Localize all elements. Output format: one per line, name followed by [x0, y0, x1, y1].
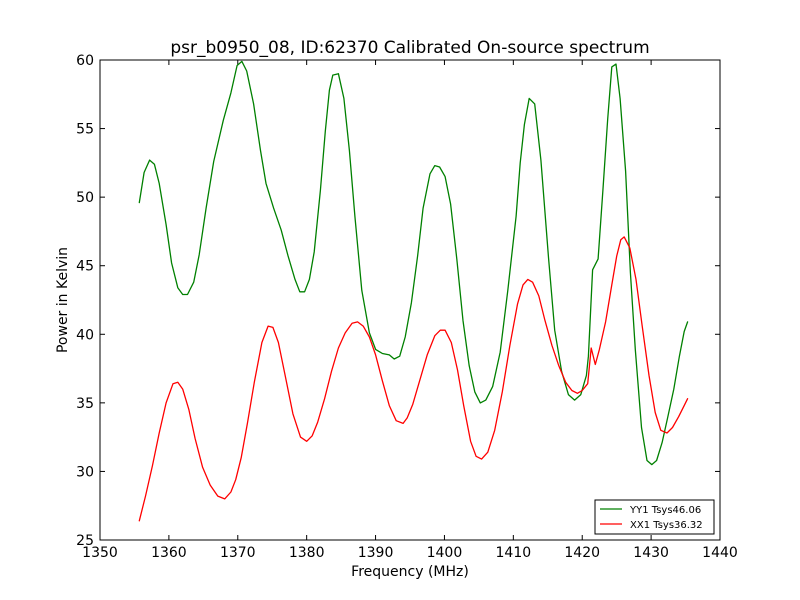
x-tick-label: 1390: [358, 545, 394, 561]
series-line-yy1: [138, 60, 689, 466]
y-tick-label: 45: [76, 259, 94, 275]
x-tick-label: 1350: [82, 545, 118, 561]
legend-label-xx1: XX1 Tsys36.32: [630, 520, 703, 531]
plot-frame: [99, 59, 721, 541]
x-tick-label: 1420: [564, 545, 600, 561]
x-axis-label: Frequency (MHz): [351, 564, 469, 580]
x-tick-label: 1360: [151, 545, 187, 561]
x-tick-label: 1400: [427, 545, 463, 561]
legend: YY1 Tsys46.06 XX1 Tsys36.32: [594, 499, 715, 535]
y-tick-label: 35: [76, 396, 94, 412]
plot-area: [100, 60, 720, 540]
y-tick-label: 55: [76, 122, 94, 138]
y-tick-label: 50: [76, 190, 94, 206]
y-tick-label: 25: [76, 533, 94, 549]
series-lines: [138, 60, 689, 522]
x-tick-label: 1430: [633, 545, 669, 561]
legend-label-yy1: YY1 Tsys46.06: [629, 505, 701, 516]
x-tick-label: 1410: [496, 545, 532, 561]
chart-title: psr_b0950_08, ID:62370 Calibrated On-sou…: [170, 38, 649, 58]
y-tick-label: 30: [76, 464, 94, 480]
x-tick-label: 1380: [289, 545, 325, 561]
legend-box: [594, 499, 715, 535]
axis-ticks: 1350 1360 1370 1380 1390 1400 1410 1420 1430 1440…: [76, 53, 738, 561]
y-tick-label: 60: [76, 53, 94, 69]
x-tick-label: 1440: [702, 545, 738, 561]
series-line-xx1: [138, 236, 689, 522]
y-axis-label: Power in Kelvin: [55, 247, 71, 353]
y-tick-label: 40: [76, 327, 94, 343]
x-tick-label: 1370: [220, 545, 256, 561]
